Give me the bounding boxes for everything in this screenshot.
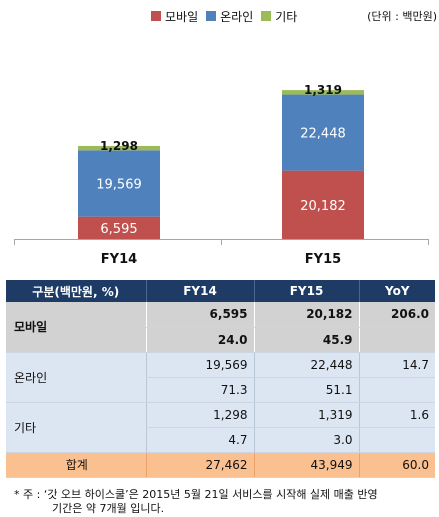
table-row-other-share: 4.7 3.0 <box>6 427 435 453</box>
legend-label-2: 기타 <box>275 9 298 24</box>
cell-other-fy14-value: 1,298 <box>145 402 254 428</box>
cell-other-fy15-value: 1,319 <box>253 402 359 428</box>
data-label-fy14-series-1: 19,569 <box>96 178 142 193</box>
cell-mobile-fy15-value: 20,182 <box>253 302 359 328</box>
unit-label: (단위 : 백만원) <box>367 10 437 23</box>
bar-fy14-series-1 <box>78 150 160 217</box>
table-row-mobile-share: 24.0 45.9 <box>6 327 435 353</box>
legend-swatch-2 <box>261 11 272 21</box>
header-fy14: FY14 <box>145 280 254 302</box>
cell-other-yoy: 1.6 <box>358 402 435 428</box>
footnote: * 주 : ‘갓 오브 하이스쿨’은 2015년 5월 21일 서비스를 시작해… <box>14 488 434 516</box>
data-label-fy15-series-2: 1,319 <box>304 83 342 97</box>
bar-fy15-series-2 <box>282 90 364 95</box>
cell-online-fy14-value: 19,569 <box>145 352 254 378</box>
cell-online-yoy: 14.7 <box>358 352 435 378</box>
cell-other-fy14-share: 4.7 <box>145 427 254 453</box>
bar-fy14-series-2 <box>78 145 160 151</box>
cell-online-fy15-value: 22,448 <box>253 352 359 378</box>
legend-item-2: 기타 <box>261 8 297 25</box>
cell-other-fy15-share: 3.0 <box>253 427 359 453</box>
bar-fy15-series-1 <box>282 94 364 171</box>
cell-mobile-fy14-share: 24.0 <box>145 327 254 353</box>
footnote-line-1: * 주 : ‘갓 오브 하이스쿨’은 2015년 5월 21일 서비스를 시작해… <box>14 488 378 501</box>
row-label-other: 기타 <box>6 402 146 453</box>
data-label-fy14-series-0: 6,595 <box>100 222 137 237</box>
legend-label-0: 모바일 <box>165 9 199 24</box>
x-tick-label-fy14: FY14 <box>101 252 137 267</box>
data-label-fy15-series-1: 22,448 <box>300 127 346 142</box>
table-row-mobile: 모바일 6,595 20,182 206.0 <box>6 302 435 353</box>
table-header-row: 구분(백만원, %) FY14 FY15 YoY <box>6 280 435 302</box>
cell-mobile-yoy-share <box>358 327 435 353</box>
data-label-fy14-series-2: 1,298 <box>100 139 138 153</box>
cell-mobile-fy14-value: 6,595 <box>145 302 254 328</box>
cell-total-yoy: 60.0 <box>358 452 435 478</box>
bar-fy14-series-0 <box>78 216 160 239</box>
cell-total-fy14: 27,462 <box>145 452 254 478</box>
data-label-fy15-series-0: 20,182 <box>300 199 346 214</box>
cell-online-fy14-share: 71.3 <box>145 377 254 403</box>
legend-item-1: 온라인 <box>206 8 253 25</box>
header-yoy: YoY <box>358 280 435 302</box>
legend-swatch-1 <box>206 11 217 21</box>
x-tick-label-fy15: FY15 <box>305 252 341 267</box>
row-label-online: 온라인 <box>6 352 146 403</box>
row-label-mobile: 모바일 <box>6 302 146 353</box>
revenue-table-container: 구분(백만원, %) FY14 FY15 YoY 모바일 6,595 20,18… <box>6 280 435 478</box>
table-row-other: 기타 1,298 1,319 1.6 <box>6 402 435 453</box>
legend-swatch-0 <box>151 11 161 21</box>
legend-label-1: 온라인 <box>220 9 254 24</box>
bar-fy15-series-0 <box>282 170 364 239</box>
header-category: 구분(백만원, %) <box>6 280 146 302</box>
revenue-table: 구분(백만원, %) FY14 FY15 YoY 모바일 6,595 20,18… <box>6 280 435 478</box>
cell-mobile-yoy: 206.0 <box>358 302 435 328</box>
header-fy15: FY15 <box>253 280 359 302</box>
row-label-total: 합계 <box>6 452 146 478</box>
cell-other-yoy-share <box>358 427 435 453</box>
table-row-total: 합계 27,462 43,949 60.0 <box>6 452 435 478</box>
table-row-online-share: 71.3 51.1 <box>6 377 435 403</box>
cell-mobile-fy15-share: 45.9 <box>253 327 359 353</box>
cell-online-yoy-share <box>358 377 435 403</box>
chart-legend: 모바일 온라인 기타 (단위 : 백만원) <box>151 6 437 26</box>
table-row-online: 온라인 19,569 22,448 14.7 <box>6 352 435 403</box>
footnote-line-2: 기간은 약 7개월 입니다. <box>52 502 165 515</box>
cell-total-fy15: 43,949 <box>253 452 359 478</box>
stacked-bar-chart: 6,595 19,569 1,298 FY14 20,182 22,448 1,319 FY1… <box>14 83 429 267</box>
cell-online-fy15-share: 51.1 <box>253 377 359 403</box>
legend-item-0: 모바일 <box>151 8 198 25</box>
